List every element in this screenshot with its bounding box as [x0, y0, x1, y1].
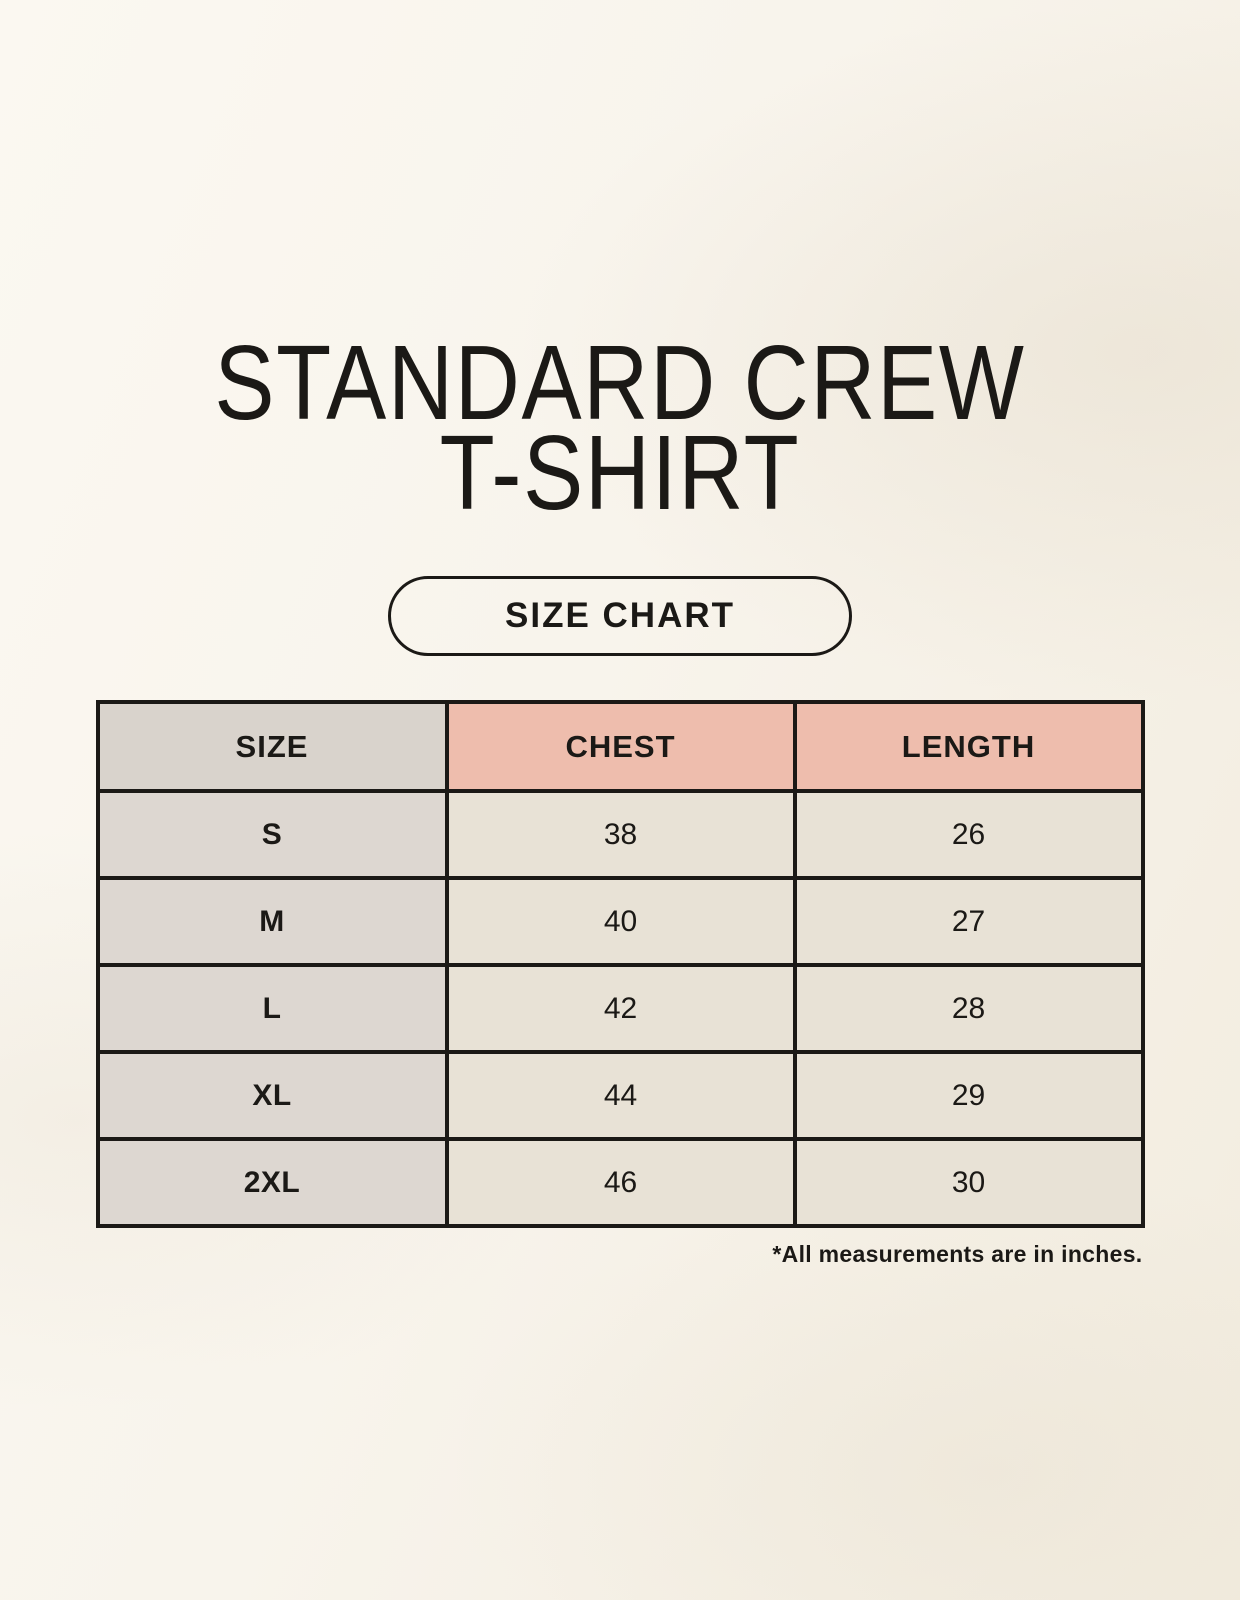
table-row: S 38 26	[95, 789, 1145, 881]
size-cell: 2XL	[95, 1137, 449, 1229]
length-cell: 29	[792, 1050, 1145, 1142]
length-cell: 27	[792, 876, 1145, 968]
chest-cell: 38	[444, 789, 797, 881]
size-table: SIZE CHEST LENGTH S 38 26 M 40 27 L 42 2…	[95, 700, 1145, 1229]
size-cell: M	[95, 876, 449, 968]
title-line-2: T-SHIRT	[439, 414, 801, 533]
length-cell: 30	[792, 1137, 1145, 1229]
length-cell: 26	[792, 789, 1145, 881]
table-row: M 40 27	[95, 876, 1145, 968]
table-row: 2XL 46 30	[95, 1137, 1145, 1229]
size-cell: L	[95, 963, 449, 1055]
chest-cell: 42	[444, 963, 797, 1055]
table-row: XL 44 29	[95, 1050, 1145, 1142]
table-row: L 42 28	[95, 963, 1145, 1055]
column-header-chest: CHEST	[444, 700, 797, 794]
title-line-1: STANDARD CREW	[214, 324, 1026, 442]
page-title: STANDARD CREW T-SHIRT	[93, 324, 1147, 533]
size-cell: S	[95, 789, 449, 881]
chest-cell: 44	[444, 1050, 797, 1142]
size-cell: XL	[95, 1050, 449, 1142]
size-chart-badge-label: SIZE CHART	[505, 596, 735, 636]
length-cell: 28	[792, 963, 1145, 1055]
size-chart-badge: SIZE CHART	[388, 576, 852, 657]
chest-cell: 40	[444, 876, 797, 968]
table-header-row: SIZE CHEST LENGTH	[95, 700, 1145, 794]
chest-cell: 46	[444, 1137, 797, 1229]
column-header-size: SIZE	[95, 700, 449, 794]
measurements-note: *All measurements are in inches.	[772, 1241, 1143, 1268]
column-header-length: LENGTH	[792, 700, 1145, 794]
